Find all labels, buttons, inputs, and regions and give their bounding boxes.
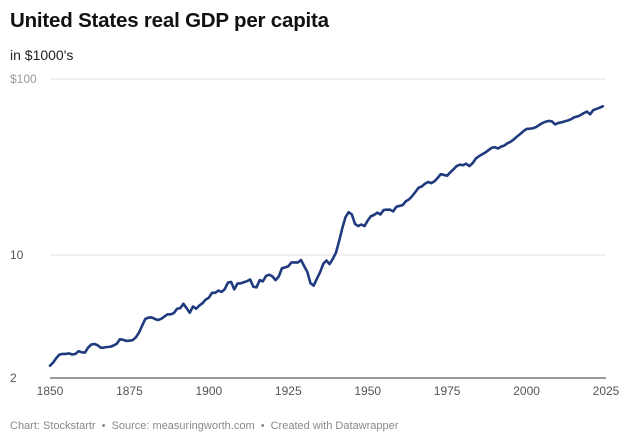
chart-footer: Chart: Stockstartr • Source: measuringwo… bbox=[10, 420, 398, 432]
series-line bbox=[48, 104, 605, 367]
x-tick-label: 1850 bbox=[37, 384, 64, 398]
footer-separator: • bbox=[101, 420, 106, 432]
footer-created-with: Created with Datawrapper bbox=[270, 420, 399, 432]
x-tick-label: 2025 bbox=[593, 384, 620, 398]
y-tick-label: 2 bbox=[10, 371, 17, 385]
footer-separator: • bbox=[260, 420, 265, 432]
footer-source: Source: measuringworth.com bbox=[111, 420, 255, 432]
gridlines bbox=[50, 78, 606, 256]
series-layer bbox=[48, 104, 605, 367]
y-tick-label: $100 bbox=[10, 72, 37, 86]
chart-title: United States real GDP per capita bbox=[10, 9, 329, 32]
y-tick-label: 10 bbox=[10, 248, 24, 262]
chart-subtitle: in $1000's bbox=[10, 47, 74, 63]
x-tick-label: 1900 bbox=[196, 384, 223, 398]
y-axis-labels: 2 10 $100 bbox=[10, 72, 37, 385]
x-tick-label: 1875 bbox=[116, 384, 143, 398]
x-axis-labels: 1850 1875 1900 1925 1950 1975 2000 2025 bbox=[37, 384, 620, 398]
x-tick-label: 1925 bbox=[275, 384, 302, 398]
x-tick-label: 2000 bbox=[513, 384, 540, 398]
x-tick-label: 1975 bbox=[434, 384, 461, 398]
footer-credit: Chart: Stockstartr bbox=[10, 420, 96, 432]
x-tick-label: 1950 bbox=[354, 384, 381, 398]
